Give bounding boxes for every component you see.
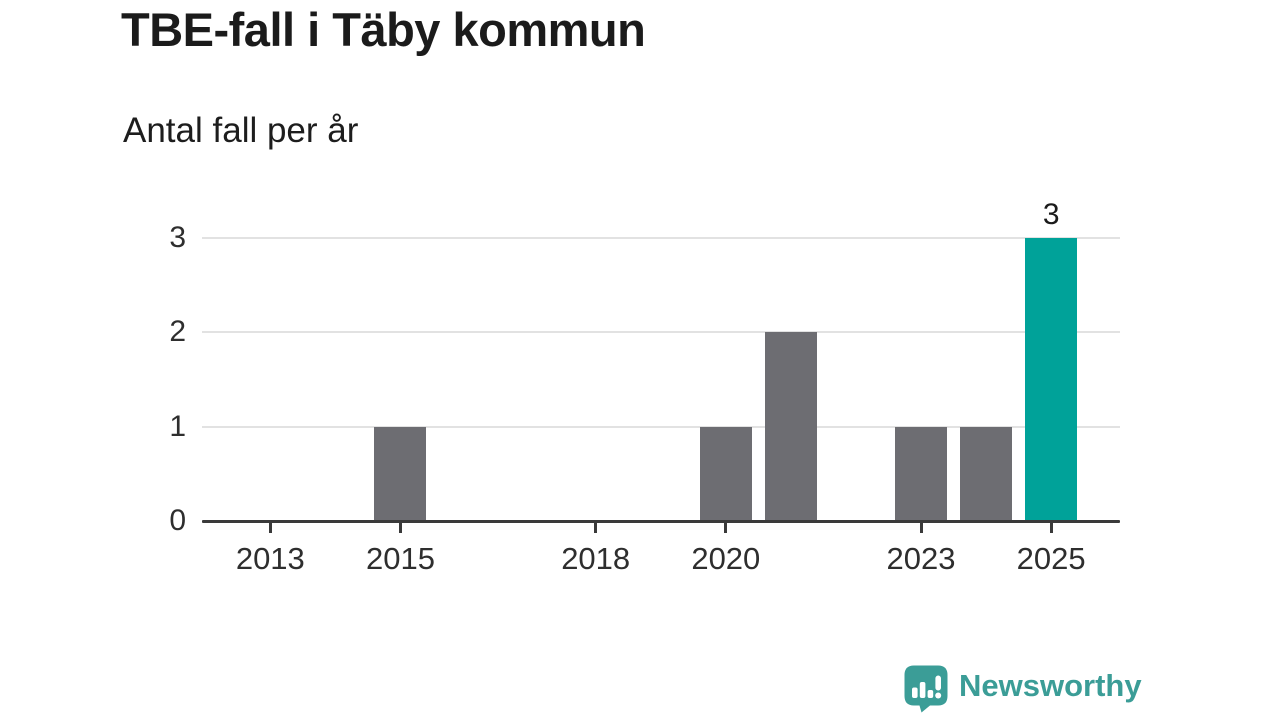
bar-2025-highlighted	[1025, 238, 1078, 521]
gridline-y-1	[202, 425, 1120, 428]
x-axis-tick-2025	[1049, 523, 1053, 533]
x-axis-line	[202, 520, 1120, 523]
bar-2015	[374, 426, 427, 521]
newsworthy-bubble-chart-icon	[904, 665, 948, 713]
chart-title: TBE-fall i Täby kommun	[121, 3, 646, 56]
x-axis-tick-2020	[724, 523, 728, 533]
x-axis-tick-2015	[398, 523, 402, 533]
bar-2020	[699, 426, 752, 521]
x-axis-tick-2013	[268, 523, 272, 533]
x-axis-label-2025: 2025	[1016, 541, 1086, 576]
x-axis-label-2023: 2023	[886, 541, 956, 576]
bar-2023	[895, 426, 948, 521]
newsworthy-logo: Newsworthy	[903, 664, 1142, 713]
gridline-y-3	[202, 237, 1120, 239]
y-axis-label-0: 0	[169, 504, 186, 537]
x-axis-label-2015: 2015	[365, 541, 435, 576]
y-axis-label-1: 1	[169, 409, 186, 443]
gridline-y-2	[202, 331, 1120, 334]
bar-2021	[764, 332, 817, 521]
chart-subtitle: Antal fall per år	[123, 111, 359, 150]
newsworthy-wordmark: Newsworthy	[959, 668, 1142, 703]
x-axis-tick-2018	[594, 523, 598, 533]
x-axis-label-2013: 2013	[235, 541, 305, 576]
x-axis-label-2020: 2020	[691, 541, 761, 576]
bar-value-label: 3	[1042, 198, 1060, 231]
y-axis-label-3: 3	[169, 221, 186, 254]
x-axis-tick-2023	[919, 523, 923, 533]
bar-2024	[960, 426, 1013, 521]
x-axis-label-2018: 2018	[561, 541, 631, 576]
y-axis-label-2: 2	[169, 315, 186, 349]
